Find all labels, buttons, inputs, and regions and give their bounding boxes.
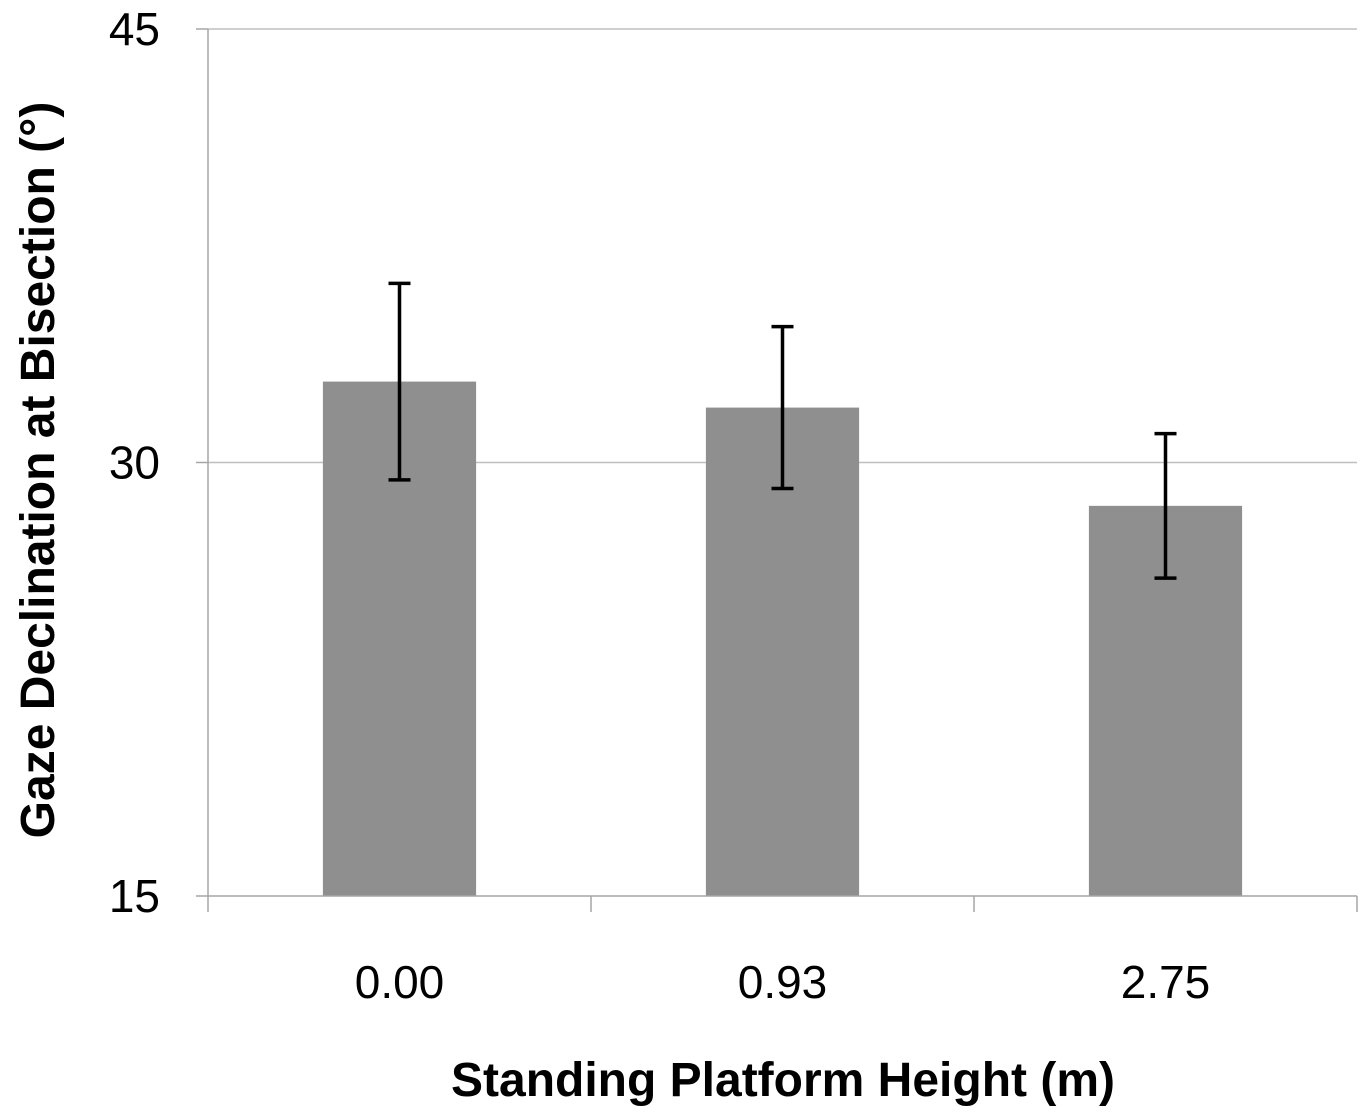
y-tick-label: 15	[109, 870, 160, 922]
y-axis-title: Gaze Declination at Bisection (°)	[12, 102, 65, 839]
error-bar	[771, 324, 794, 491]
axes	[196, 28, 1358, 912]
x-axis-title: Standing Platform Height (m)	[451, 1054, 1115, 1107]
y-tick-label: 45	[109, 3, 160, 55]
x-tick-label: 0.93	[738, 956, 828, 1008]
error-bar	[1154, 431, 1177, 580]
error-bars	[388, 281, 1177, 580]
y-tick-label: 30	[109, 437, 160, 489]
x-tick-label: 0.00	[355, 956, 445, 1008]
error-bar	[388, 281, 411, 482]
tick-labels: 15 30 45 0.00 0.93 2.75	[109, 3, 1210, 1008]
x-tick-label: 2.75	[1121, 956, 1211, 1008]
